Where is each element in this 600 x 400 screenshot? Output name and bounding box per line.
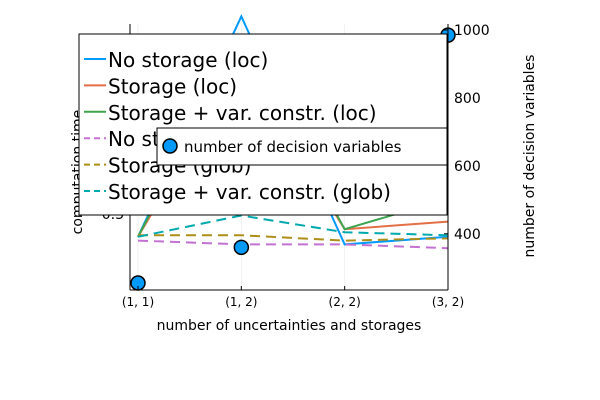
y-axis-right-label: number of decision variables [522, 55, 538, 258]
legend-label: number of decision variables [184, 138, 402, 156]
x-tick-label: (1, 2) [225, 295, 257, 309]
legend-label: Storage + var. constr. (glob) [108, 180, 391, 204]
legend-box [78, 33, 448, 216]
x-tick-label: (2, 2) [329, 295, 361, 309]
series-line [137, 214, 449, 238]
series-line [137, 239, 449, 250]
y-right-tick-label: 400 [454, 227, 481, 243]
x-tick-label: (3, 2) [432, 295, 464, 309]
axes: (1, 1)(1, 2)(2, 2)(3, 2)0.34006008001000… [70, 23, 538, 334]
legend-box-secondary [156, 127, 448, 166]
legend-marker [162, 138, 178, 154]
y-right-tick-label: 1000 [454, 23, 490, 39]
legend-label: Storage (loc) [108, 74, 237, 98]
series-line [138, 234, 449, 242]
x-tick-label: (1, 1) [122, 295, 154, 309]
x-axis-label: number of uncertainties and storages [157, 318, 422, 334]
scatter-point [233, 239, 250, 256]
legend-secondary: number of decision variables [156, 127, 448, 166]
legend-main: No storage (loc)Storage (loc) Storage + v… [78, 33, 448, 216]
y-right-tick-label: 600 [454, 159, 481, 175]
legend-label: No storage (loc) [108, 48, 268, 72]
y-right-tick-label: 800 [454, 91, 481, 107]
legend-label: Storage + var. constr. (loc) [108, 101, 377, 125]
